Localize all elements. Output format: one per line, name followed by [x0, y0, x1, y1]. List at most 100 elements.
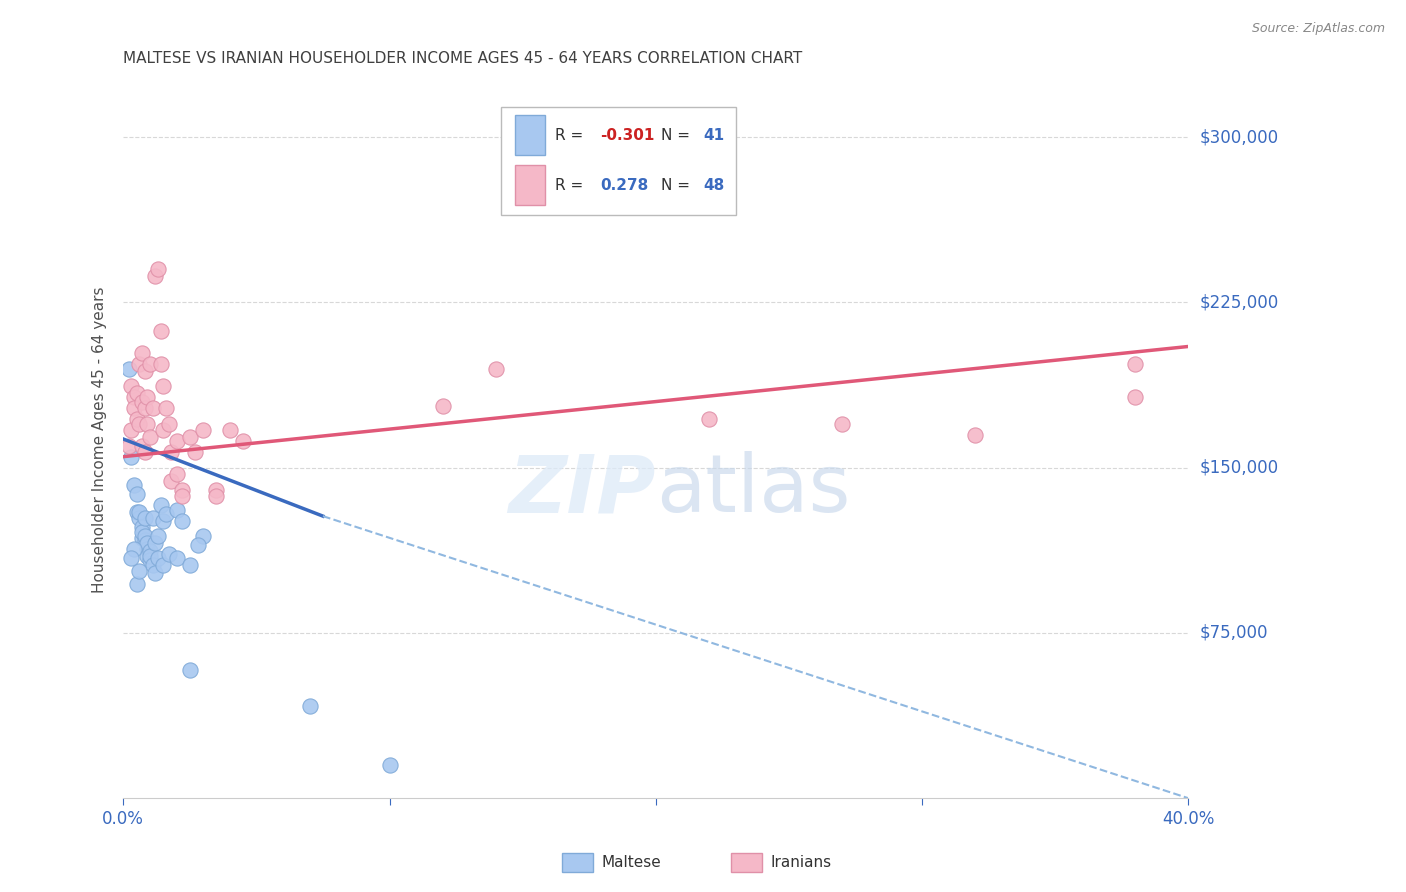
- Point: [131, 524, 153, 539]
- Point: [122, 390, 145, 404]
- Point: [128, 511, 150, 525]
- Point: [139, 357, 162, 371]
- Point: [166, 551, 188, 566]
- Point: [125, 577, 148, 591]
- Y-axis label: Householder Income Ages 45 - 64 years: Householder Income Ages 45 - 64 years: [93, 287, 107, 593]
- Point: [1123, 357, 1146, 371]
- Text: R =: R =: [554, 178, 588, 193]
- FancyBboxPatch shape: [515, 165, 546, 204]
- Text: $225,000: $225,000: [1199, 293, 1278, 311]
- Text: $150,000: $150,000: [1199, 458, 1278, 476]
- Point: [298, 698, 321, 713]
- Point: [128, 505, 150, 519]
- Point: [134, 401, 156, 416]
- Point: [128, 357, 150, 371]
- Point: [117, 439, 139, 453]
- Point: [122, 401, 145, 416]
- Text: Iranians: Iranians: [770, 855, 831, 870]
- Text: 41: 41: [703, 128, 724, 143]
- Point: [697, 412, 720, 426]
- Point: [205, 489, 228, 503]
- Point: [139, 549, 162, 563]
- Point: [120, 379, 142, 393]
- Text: $300,000: $300,000: [1199, 128, 1278, 146]
- Point: [184, 445, 207, 459]
- Point: [125, 505, 148, 519]
- Text: $75,000: $75,000: [1199, 624, 1268, 642]
- Point: [170, 489, 193, 503]
- Point: [131, 439, 153, 453]
- Point: [146, 262, 169, 277]
- Text: Maltese: Maltese: [602, 855, 661, 870]
- Point: [378, 758, 401, 772]
- Point: [139, 430, 162, 444]
- Point: [149, 324, 172, 338]
- Point: [166, 502, 188, 516]
- Point: [134, 511, 156, 525]
- Point: [152, 379, 174, 393]
- Point: [142, 558, 165, 572]
- Point: [146, 551, 169, 566]
- Point: [142, 401, 165, 416]
- Point: [205, 483, 228, 497]
- Point: [136, 542, 159, 557]
- Point: [146, 529, 169, 543]
- Point: [149, 357, 172, 371]
- Point: [157, 417, 180, 431]
- Point: [218, 423, 240, 437]
- Point: [136, 549, 159, 563]
- Point: [191, 423, 214, 437]
- Point: [125, 487, 148, 501]
- Point: [160, 474, 183, 488]
- Point: [136, 390, 159, 404]
- Point: [143, 566, 166, 581]
- Point: [538, 196, 561, 211]
- Text: N =: N =: [661, 128, 695, 143]
- Text: MALTESE VS IRANIAN HOUSEHOLDER INCOME AGES 45 - 64 YEARS CORRELATION CHART: MALTESE VS IRANIAN HOUSEHOLDER INCOME AG…: [124, 51, 803, 66]
- Text: -0.301: -0.301: [600, 128, 655, 143]
- Point: [131, 520, 153, 534]
- Point: [1123, 390, 1146, 404]
- Point: [160, 445, 183, 459]
- Point: [179, 558, 201, 572]
- Point: [128, 564, 150, 578]
- Point: [143, 535, 166, 549]
- Point: [179, 664, 201, 678]
- Point: [134, 364, 156, 378]
- Text: N =: N =: [661, 178, 695, 193]
- Point: [139, 553, 162, 567]
- Point: [122, 542, 145, 557]
- Point: [120, 551, 142, 566]
- Point: [191, 529, 214, 543]
- Point: [131, 346, 153, 360]
- Point: [166, 434, 188, 449]
- Text: 0.278: 0.278: [600, 178, 648, 193]
- Point: [134, 533, 156, 548]
- Point: [120, 423, 142, 437]
- FancyBboxPatch shape: [502, 107, 735, 215]
- Point: [139, 544, 162, 558]
- Point: [117, 361, 139, 376]
- Text: ZIP: ZIP: [509, 451, 655, 529]
- Point: [125, 385, 148, 400]
- Point: [131, 531, 153, 545]
- Point: [142, 511, 165, 525]
- Point: [134, 445, 156, 459]
- Text: Source: ZipAtlas.com: Source: ZipAtlas.com: [1251, 22, 1385, 36]
- Text: atlas: atlas: [655, 451, 851, 529]
- Point: [122, 478, 145, 492]
- Point: [432, 399, 454, 413]
- Point: [136, 535, 159, 549]
- Point: [143, 268, 166, 283]
- Point: [155, 401, 177, 416]
- Point: [125, 412, 148, 426]
- Point: [170, 483, 193, 497]
- Point: [152, 423, 174, 437]
- Point: [134, 529, 156, 543]
- Point: [152, 558, 174, 572]
- Point: [136, 417, 159, 431]
- Point: [152, 514, 174, 528]
- FancyBboxPatch shape: [515, 115, 546, 154]
- Point: [179, 430, 201, 444]
- Point: [120, 450, 142, 464]
